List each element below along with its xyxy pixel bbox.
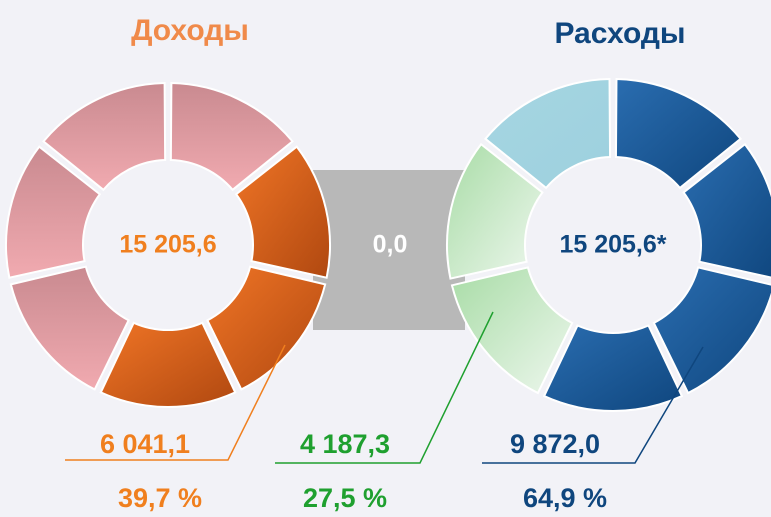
income-percent: 39,7 % <box>118 483 202 513</box>
ring-segment <box>652 266 771 395</box>
expenses-total: 15 205,6* <box>559 231 666 259</box>
ring-segment <box>234 145 331 279</box>
ring-segment <box>542 324 684 412</box>
ring-segment <box>169 82 294 192</box>
ring-segment <box>99 321 237 408</box>
income-title: Доходы <box>131 14 249 47</box>
leader-line <box>65 344 286 461</box>
leader-line <box>482 346 704 464</box>
ring-segment <box>5 145 102 279</box>
expenses-part2-value: 9 872,0 <box>510 429 600 459</box>
ring-segment <box>682 142 771 279</box>
income-value: 6 041,1 <box>100 429 190 459</box>
balance-value: 0,0 <box>373 231 408 259</box>
ring-segment <box>9 265 130 391</box>
ring-segment <box>206 265 327 391</box>
ring-segment <box>614 78 743 190</box>
expenses-part1-percent: 27,5 % <box>303 483 387 513</box>
balance-box <box>313 170 465 330</box>
expenses-part1-value: 4 187,3 <box>300 429 390 459</box>
ring-segment <box>446 142 544 280</box>
leader-line <box>275 311 494 464</box>
expenses-title: Расходы <box>554 17 685 50</box>
ring-segment <box>483 78 612 190</box>
income-total: 15 205,6 <box>119 231 216 259</box>
expenses-part2-percent: 64,9 % <box>523 483 607 513</box>
expenses-ring <box>446 78 771 412</box>
ring-segment <box>42 82 167 192</box>
ring-segment <box>450 266 574 395</box>
income-ring <box>5 82 331 408</box>
